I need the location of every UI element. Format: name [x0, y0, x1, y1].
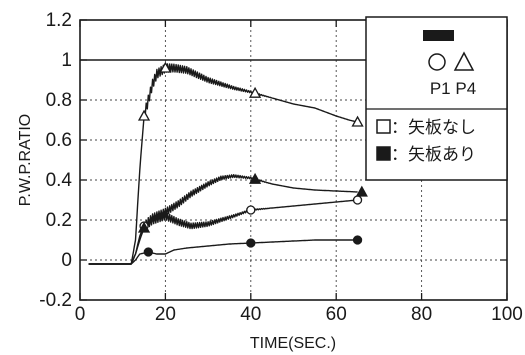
x-tick-label: 80 — [411, 304, 432, 325]
y-axis-label: P.W.P.RATIO — [17, 114, 34, 206]
series-2-circle-marker — [352, 195, 363, 205]
x-tick-label: 20 — [155, 304, 176, 325]
y-tick-label: 0.4 — [46, 170, 73, 191]
y-tick-label: -0.2 — [39, 290, 72, 311]
series-4-circle-marker — [143, 247, 153, 257]
series-3-triangle-marker — [355, 185, 368, 197]
legend-entry-without-sheet-pile: ：矢板なし — [391, 118, 476, 137]
series-2-circle-marker — [246, 205, 256, 215]
x-tick-label: 40 — [240, 304, 261, 325]
legend-entry-with-sheet-pile: ：矢板あり — [391, 145, 476, 164]
y-tick-label: 0.8 — [46, 90, 72, 111]
legend-open-square-icon — [376, 119, 391, 134]
x-tick-label: 100 — [491, 304, 523, 325]
y-tick-label: 0.2 — [46, 210, 72, 231]
series-1-triangle-marker — [248, 86, 262, 98]
x-tick-label: 0 — [75, 304, 86, 325]
y-tick-label: 0.6 — [46, 130, 72, 151]
series-line-4 — [88, 239, 358, 265]
legend-filled-square-icon — [376, 146, 391, 161]
legend-circle-marker-icon — [428, 53, 446, 71]
x-axis-tick-labels: 0 20 40 60 80 100 — [75, 304, 523, 325]
legend-filled-header-swatch — [423, 30, 454, 41]
series-line-1 — [88, 63, 358, 265]
series-line-3 — [88, 173, 358, 265]
legend-triangle-marker-icon — [453, 51, 475, 71]
legend-marker-labels: P1 P4 — [430, 79, 476, 98]
x-axis-label: TIME(SEC.) — [250, 335, 336, 352]
x-tick-label: 60 — [326, 304, 347, 325]
y-axis-tick-labels: -0.2 0 0.2 0.4 0.6 0.8 1 1.2 — [39, 10, 72, 311]
series-1-triangle-marker — [137, 109, 151, 121]
series-3-triangle-marker — [248, 172, 262, 184]
series-4-circle-marker — [246, 238, 256, 248]
markers-layer — [137, 61, 368, 257]
y-tick-label: 0 — [61, 250, 72, 271]
legend: P1 P4 ：矢板なし ：矢板あり — [365, 16, 508, 181]
series-1-triangle-marker — [159, 61, 172, 73]
y-tick-label: 1.2 — [46, 10, 72, 31]
y-tick-label: 1 — [61, 50, 72, 71]
series-4-circle-marker — [352, 235, 363, 245]
series-1-triangle-marker — [351, 115, 364, 127]
series-3-triangle-marker — [137, 221, 151, 233]
series-layer — [88, 63, 358, 265]
